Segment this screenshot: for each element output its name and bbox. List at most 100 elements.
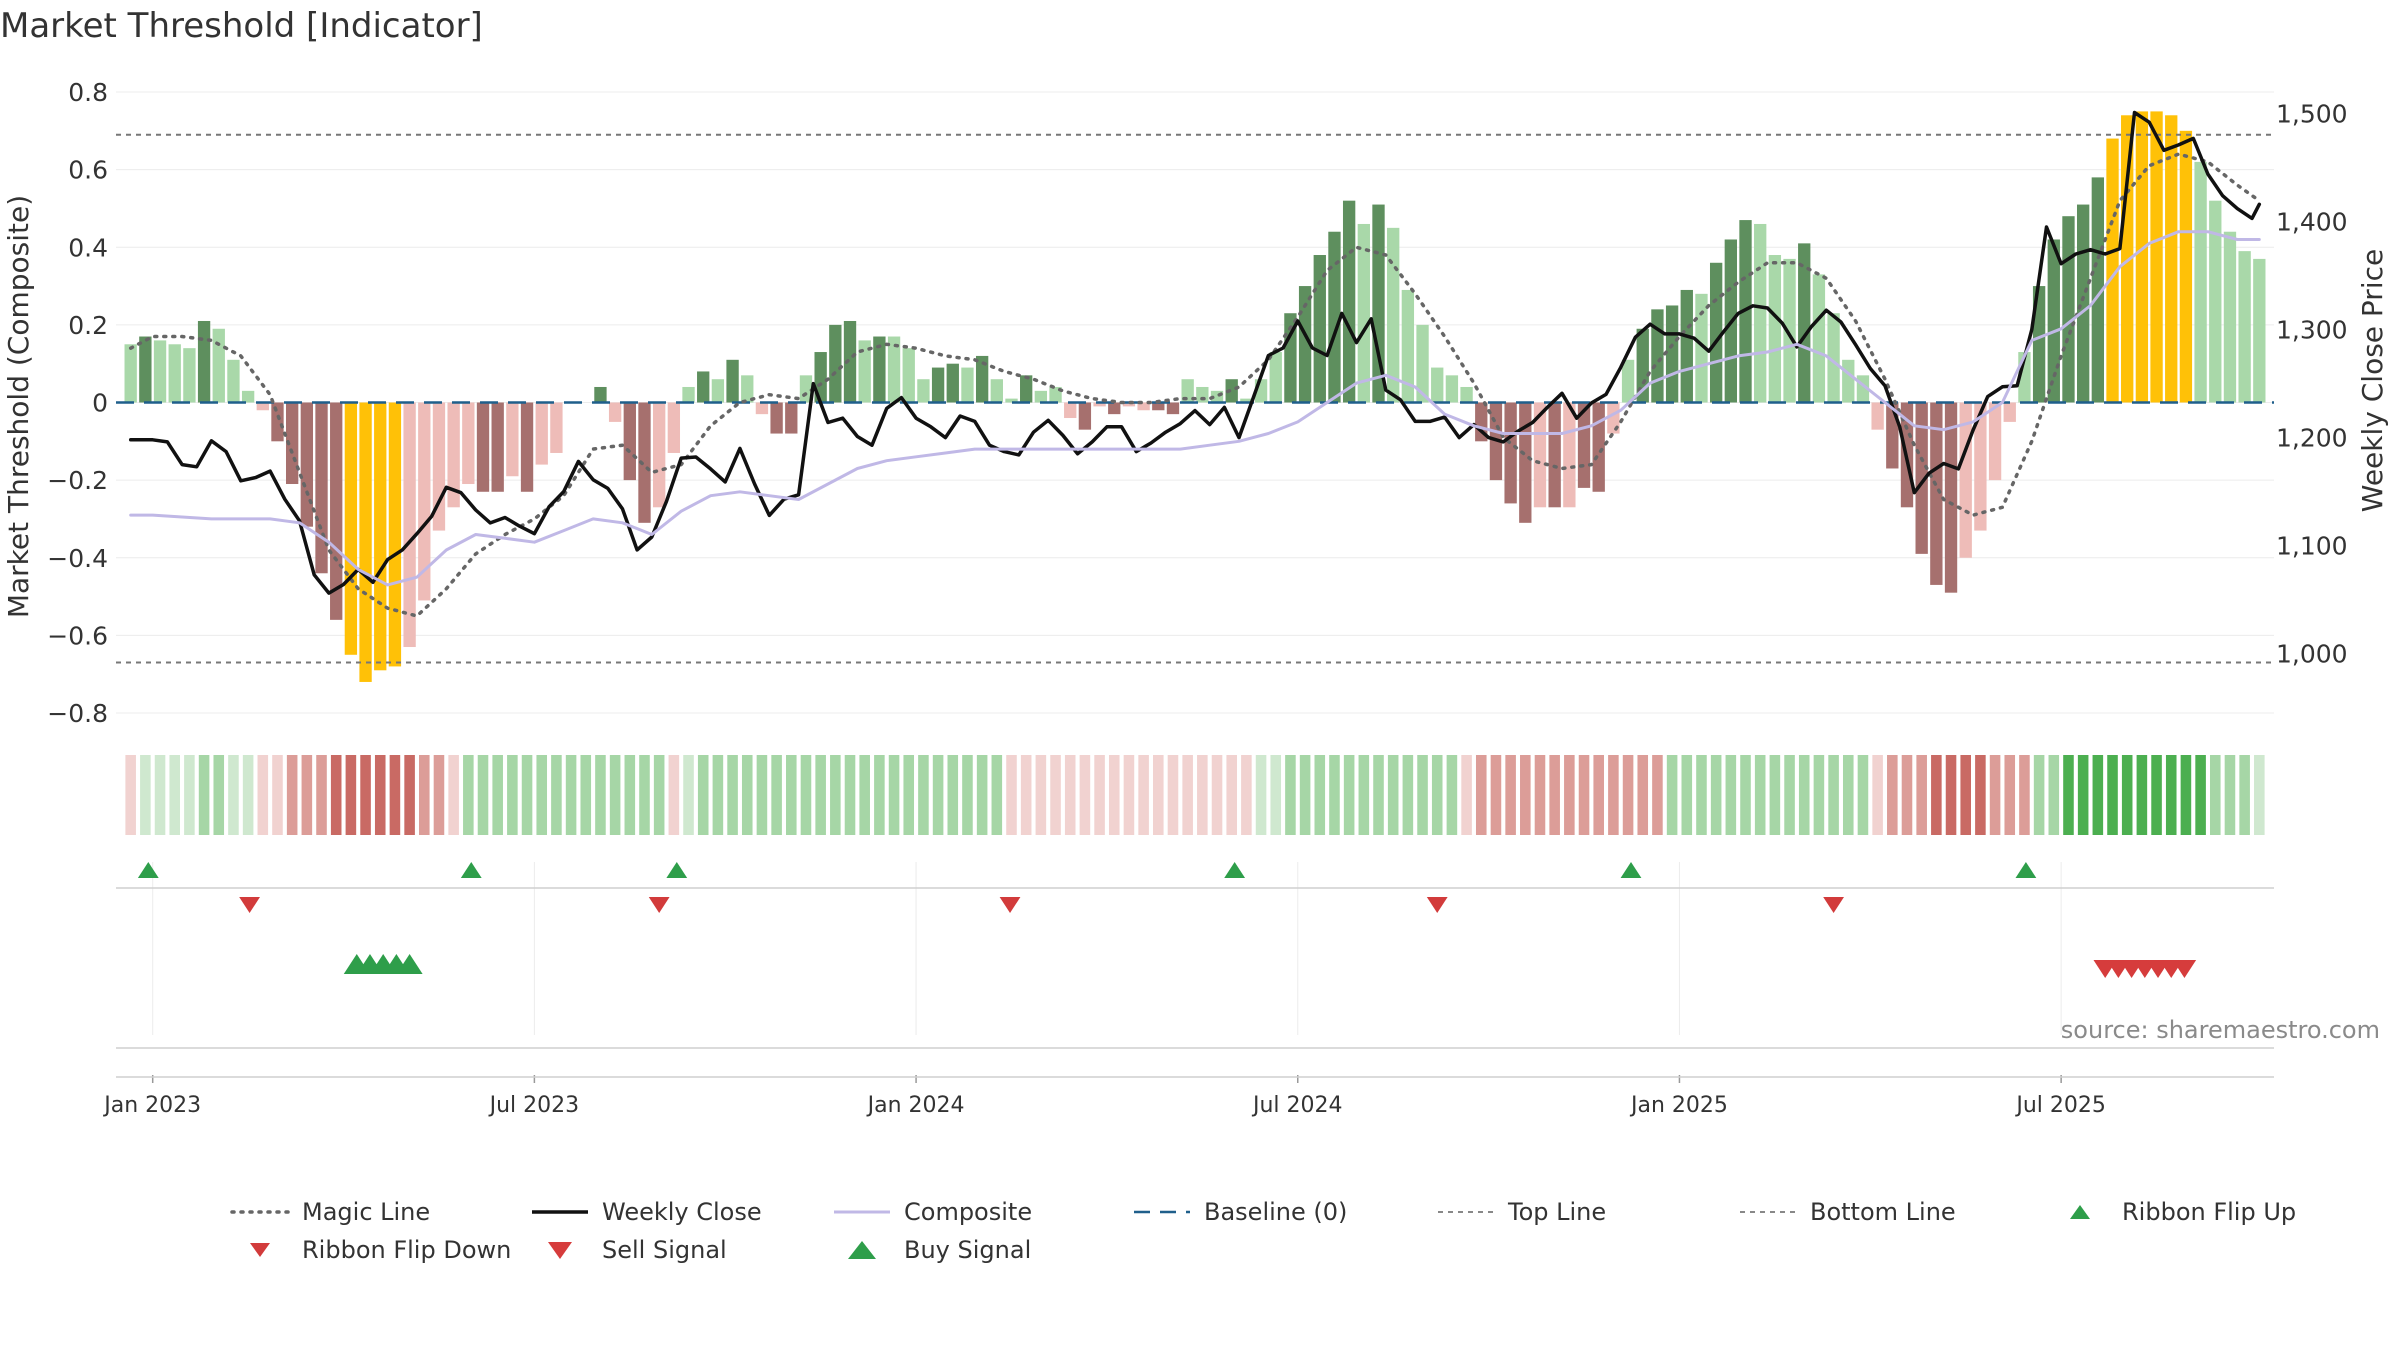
ribbon-cell (1064, 755, 1076, 835)
composite-bar (1533, 402, 1547, 508)
ribbon-cell (1226, 755, 1237, 835)
composite-bar (2047, 239, 2060, 403)
ribbon-cell (1872, 755, 1883, 835)
ribbon-cell (2019, 755, 2030, 835)
composite-bar (124, 344, 137, 403)
y2-axis-label: Weekly Close Price (2356, 249, 2389, 512)
ribbon-cell (697, 755, 709, 835)
ribbon-cell (991, 755, 1003, 835)
signal-markers (137, 862, 2197, 978)
ribbon-cell (1446, 755, 1458, 835)
ribbon-cell (976, 755, 988, 835)
ribbon-cell (2165, 755, 2177, 835)
ribbon-cell (1901, 755, 1913, 835)
ribbon-cell (301, 755, 313, 835)
ribbon-cell (492, 755, 503, 835)
ribbon-cell (184, 755, 195, 835)
x-tick-label: Jul 2025 (2014, 1093, 2106, 1118)
composite-bar (2003, 402, 2016, 422)
ribbon-cell (609, 755, 621, 835)
ribbon-cell (1608, 755, 1619, 835)
composite-bar (1460, 386, 1473, 403)
ribbon-cell (477, 755, 489, 835)
composite-bar (1680, 289, 1693, 403)
legend-label: Magic Line (302, 1198, 431, 1226)
composite-bars (124, 111, 2266, 682)
legend-item-top-line: Top Line (1436, 1198, 1606, 1226)
ribbon-cell (242, 755, 254, 835)
composite-bar (2062, 216, 2075, 403)
composite-bar (183, 348, 196, 403)
ribbon-cell (1725, 755, 1737, 835)
ribbon-cell (389, 755, 401, 835)
ribbon-cell (932, 755, 944, 835)
y-tick-label: −0.4 (47, 544, 108, 573)
ribbon-cell (580, 755, 592, 835)
ribbon-cell (1637, 755, 1649, 835)
ribbon-cell (786, 755, 797, 835)
ribbon-cell (140, 755, 151, 835)
composite-bar (770, 402, 783, 434)
ribbon-cell (1945, 755, 1957, 835)
ribbon-cell (859, 755, 870, 835)
ribbon-cell (257, 755, 269, 835)
legend-label: Baseline (0) (1204, 1198, 1348, 1226)
legend-item-sell-signal: Sell Signal (530, 1236, 727, 1264)
legend-item-ribbon-flip-up: Ribbon Flip Up (2050, 1198, 2296, 1226)
ribbon-cell (565, 755, 577, 835)
ribbon-cell (345, 755, 357, 835)
ribbon-cell (1887, 755, 1898, 835)
ribbon-cell (2048, 755, 2060, 835)
ribbon-cell (448, 755, 459, 835)
ribbon-cell (213, 755, 225, 835)
ribbon-cell (2136, 755, 2148, 835)
y-tick-label: −0.6 (47, 621, 108, 650)
composite-bar (550, 402, 563, 453)
composite-bar (1034, 390, 1048, 403)
ribbon-cell (1784, 755, 1795, 835)
composite-bar (285, 402, 299, 485)
ribbon-cell (316, 755, 327, 835)
composite-bar (388, 402, 402, 667)
ribbon-cell (1769, 755, 1781, 835)
composite-bar (1020, 375, 1033, 403)
y-tick-label: 0.8 (68, 78, 108, 107)
composite-bar (2121, 115, 2134, 403)
composite-bar (241, 390, 255, 403)
composite-bar (2165, 115, 2178, 403)
composite-bar (1093, 402, 1106, 407)
ribbon-cell (624, 755, 636, 835)
ribbon-cell (330, 755, 342, 835)
legend-label: Sell Signal (602, 1236, 727, 1264)
ribbon-cell (712, 755, 724, 835)
ribbon-cell (639, 755, 650, 835)
ribbon-cell (536, 755, 548, 835)
ribbon-cell (1417, 755, 1428, 835)
ribbon-cell (918, 755, 929, 835)
composite-bar (476, 402, 490, 492)
ribbon-cell (2209, 755, 2221, 835)
composite-bar (2238, 251, 2251, 403)
ribbon-cell (1813, 755, 1825, 835)
ribbon-cell (125, 755, 136, 835)
composite-bar (1695, 293, 1708, 403)
composite-bar (1284, 313, 1297, 403)
ribbon-cell (1490, 755, 1502, 835)
ribbon-cell (2063, 755, 2074, 835)
x-tick-label: Jan 2025 (1629, 1093, 1728, 1118)
composite-bar (1592, 402, 1605, 492)
composite-bar (638, 402, 651, 523)
ribbon-flip-up-marker (460, 862, 482, 878)
ribbon-cell (1828, 755, 1839, 835)
y2-tick-label: 1,400 (2276, 208, 2348, 237)
ribbon-cell (2254, 755, 2265, 835)
composite-bar (946, 363, 959, 403)
composite-bar (2209, 200, 2222, 403)
composite-bar (1651, 309, 1664, 403)
ribbon-flip-up-marker (2015, 862, 2037, 878)
ribbon-cell (844, 755, 856, 835)
ribbon-cell (404, 755, 415, 835)
y2-tick-label: 1,300 (2276, 316, 2348, 345)
legend-label: Composite (904, 1198, 1033, 1226)
ribbon-cell (419, 755, 430, 835)
